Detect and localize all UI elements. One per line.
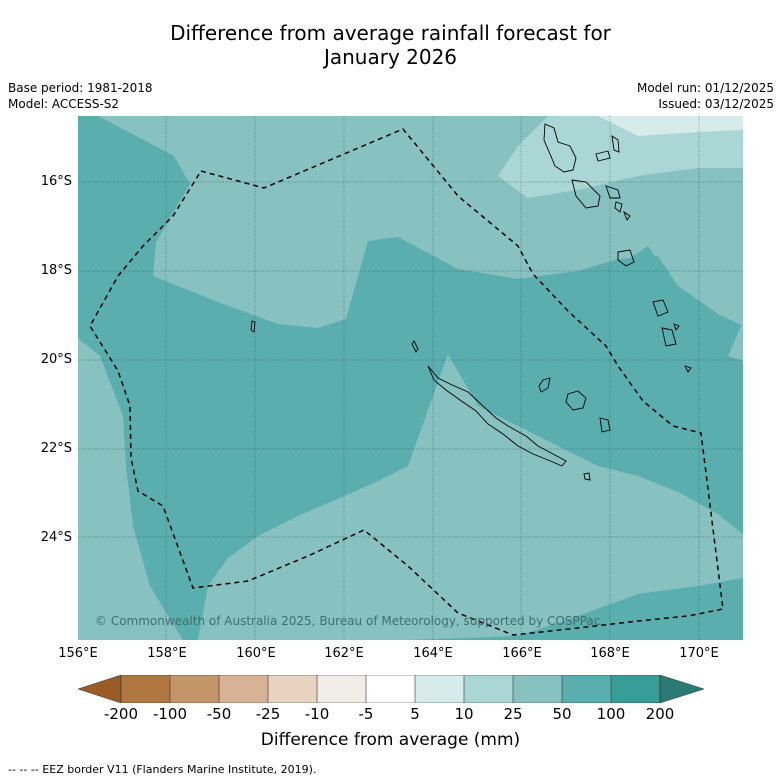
map-credit: © Commonwealth of Australia 2025, Bureau… (95, 614, 601, 628)
lon-label-158e: 158°E (147, 646, 187, 661)
lon-label-162e: 162°E (324, 646, 364, 661)
colorbar-tick-200: 200 (645, 705, 675, 723)
band-5-10-corner (598, 116, 743, 136)
title-line-1: Difference from average rainfall forecas… (170, 21, 611, 45)
lat-label-22s: 22°S (40, 441, 72, 456)
model-name: Model: ACCESS-S2 (8, 97, 120, 111)
colorbar-segment-6 (366, 675, 415, 703)
colorbar-segment-5 (317, 675, 366, 703)
new-caledonia-island (250, 320, 611, 481)
colorbar-segment-2 (170, 675, 219, 703)
colorbar-tick-neg5: -5 (358, 705, 374, 723)
band-25-50-east-notch (728, 321, 743, 361)
lon-label-168e: 168°E (590, 646, 630, 661)
colorbar-segment-11 (611, 675, 660, 703)
lat-label-24s: 24°S (40, 530, 72, 545)
eez-border (89, 128, 724, 636)
lat-label-20s: 20°S (40, 352, 72, 367)
colorbar-extend-low (78, 675, 122, 703)
colorbar-segment-3 (219, 675, 268, 703)
vanuatu-islands (543, 123, 692, 373)
colorbar-segment-9 (513, 675, 562, 703)
base-period: Base period: 1981-2018 (8, 81, 153, 95)
lon-label-164e: 164°E (413, 646, 453, 661)
colorbar-segment-1 (121, 675, 170, 703)
lat-label-18s: 18°S (40, 263, 72, 278)
map-gridlines (78, 116, 743, 640)
colorbar-tick-10: 10 (454, 705, 474, 723)
map-canvas (78, 116, 743, 640)
title-line-2: January 2026 (323, 45, 458, 69)
lon-label-170e: 170°E (679, 646, 719, 661)
colorbar-tick-neg10: -10 (304, 705, 330, 723)
lon-label-156e: 156°E (58, 646, 98, 661)
colorbar-tick-neg50: -50 (206, 705, 232, 723)
lon-label-166e: 166°E (502, 646, 542, 661)
colorbar-tick-25: 25 (503, 705, 523, 723)
issued-date: Issued: 03/12/2025 (658, 97, 774, 111)
colorbar-tick-neg100: -100 (152, 705, 188, 723)
colorbar-tick-5: 5 (410, 705, 420, 723)
lat-label-16s: 16°S (40, 174, 72, 189)
band-10-25-northeast (498, 116, 743, 198)
model-run: Model run: 01/12/2025 (636, 81, 774, 95)
lon-label-160e: 160°E (236, 646, 276, 661)
colorbar-segment-7 (415, 675, 464, 703)
colorbar-title: Difference from average (mm) (260, 730, 521, 750)
eez-footnote: -- -- -- EEZ border V11 (Flanders Marine… (8, 763, 317, 776)
band-25-50-south (78, 338, 743, 640)
colorbar-segment-10 (562, 675, 611, 703)
band-50-100-patch (623, 246, 666, 288)
colorbar-tick-neg25: -25 (255, 705, 281, 723)
colorbar (78, 675, 704, 703)
colorbar-segment-8 (464, 675, 513, 703)
colorbar-tick-100: 100 (596, 705, 626, 723)
colorbar-tick-50: 50 (552, 705, 572, 723)
colorbar-segment-4 (268, 675, 317, 703)
rainfall-map: © Commonwealth of Australia 2025, Bureau… (78, 116, 743, 640)
colorbar-tick-neg200: -200 (103, 705, 139, 723)
colorbar-extend-high (659, 675, 704, 703)
